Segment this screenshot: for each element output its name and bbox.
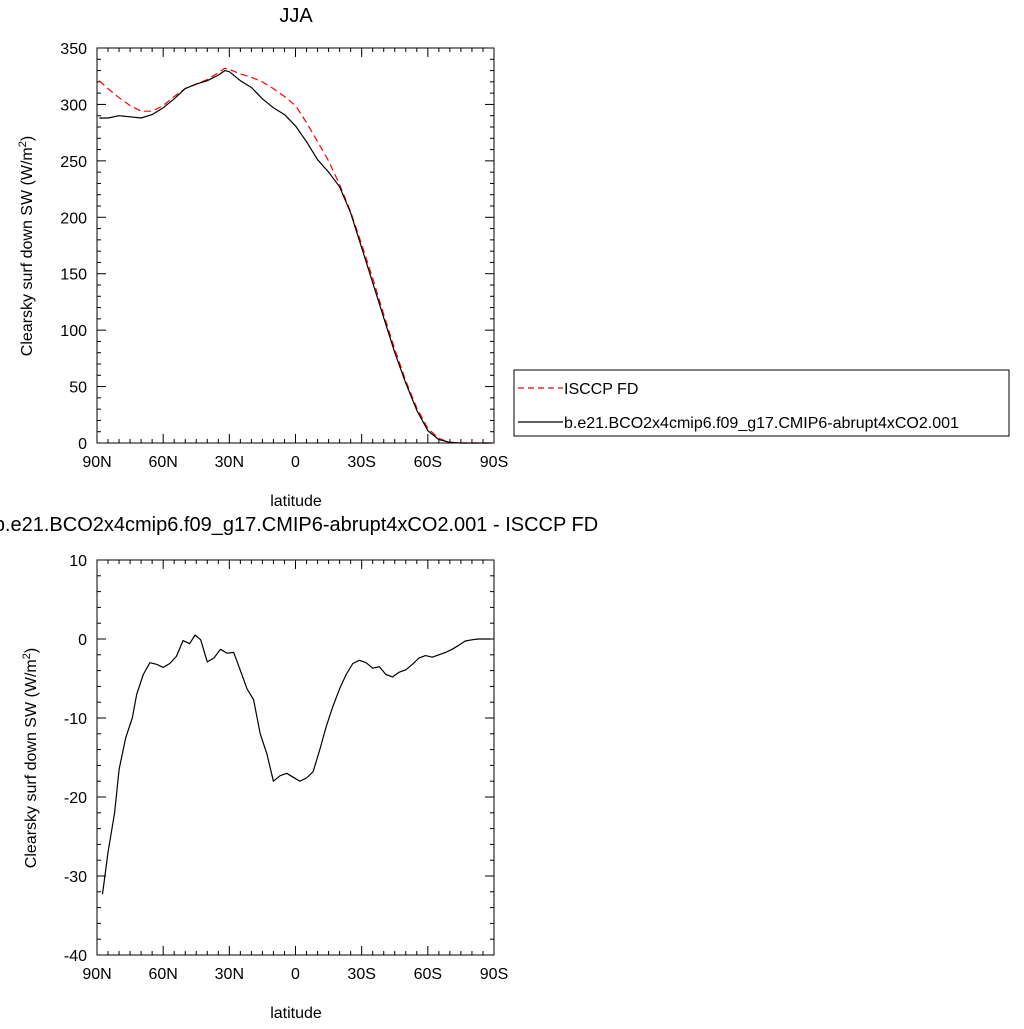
bottom-x-tick-label: 60S bbox=[414, 966, 442, 983]
bottom-plot-frame bbox=[96, 559, 495, 956]
bottom-x-tick-label: 90N bbox=[82, 966, 111, 983]
bottom-y-tick-label: -20 bbox=[64, 790, 87, 807]
top-y-tick-label: 350 bbox=[60, 41, 87, 58]
bottom-y-tick-label: -40 bbox=[64, 948, 87, 965]
bottom-chart-ticks: 90N 60N 30N 0 30S 60S 90S -40 -30 -20 -10 0 10 bbox=[64, 553, 508, 983]
top-y-axis-label: Clearsky surf down SW (W/m2) bbox=[17, 136, 36, 356]
bottom-x-tick-label: 60N bbox=[148, 966, 177, 983]
bottom-x-tick-label: 0 bbox=[291, 966, 300, 983]
top-y-tick-label: 150 bbox=[60, 267, 87, 284]
legend-label-model: b.e21.BCO2x4cmip6.f09_g17.CMIP6-abrupt4x… bbox=[564, 415, 959, 432]
top-x-tick-label: 30S bbox=[347, 454, 375, 471]
top-chart-ticks: 90N 60N 30N 0 30S 60S 90S 0 50 100 150 200 250 300 350 bbox=[60, 41, 508, 471]
bottom-chart-title: b.e21.BCO2x4cmip6.f09_g17.CMIP6-abrupt4x… bbox=[0, 514, 598, 536]
top-y-tick-label: 300 bbox=[60, 97, 87, 114]
top-x-tick-label: 60N bbox=[148, 454, 177, 471]
top-chart-series bbox=[98, 67, 492, 444]
top-y-tick-label: 0 bbox=[78, 436, 87, 453]
top-y-tick-label: 200 bbox=[60, 210, 87, 227]
bottom-x-axis-label: latitude bbox=[270, 1005, 322, 1022]
top-y-tick-label: 250 bbox=[60, 154, 87, 171]
legend-label-isccp: ISCCP FD bbox=[564, 381, 638, 398]
top-x-tick-label: 90S bbox=[480, 454, 508, 471]
bottom-y-tick-label: 0 bbox=[78, 632, 87, 649]
bottom-x-tick-label: 30N bbox=[215, 966, 244, 983]
top-chart: JJA 90N 60N 30N 0 30S 60S 90S 0 50 100 150 200 250 30… bbox=[17, 5, 508, 510]
top-x-axis-label: latitude bbox=[270, 493, 322, 510]
top-plot-frame bbox=[96, 47, 495, 444]
top-series-isccp-fd-line bbox=[98, 67, 492, 444]
top-y-tick-label: 100 bbox=[60, 323, 87, 340]
bottom-x-tick-label: 30S bbox=[347, 966, 375, 983]
top-x-tick-label: 30N bbox=[215, 454, 244, 471]
bottom-x-tick-label: 90S bbox=[480, 966, 508, 983]
top-x-tick-label: 90N bbox=[82, 454, 111, 471]
bottom-chart: b.e21.BCO2x4cmip6.f09_g17.CMIP6-abrupt4x… bbox=[0, 514, 598, 1022]
top-y-tick-label: 50 bbox=[69, 380, 87, 397]
bottom-y-axis-label: Clearsky surf down SW (W/m2) bbox=[21, 648, 40, 868]
top-x-tick-label: 60S bbox=[414, 454, 442, 471]
bottom-series-model-line bbox=[101, 634, 491, 895]
top-chart-title: JJA bbox=[279, 5, 313, 27]
bottom-chart-series bbox=[101, 634, 491, 895]
bottom-y-tick-label: -10 bbox=[64, 711, 87, 728]
bottom-y-tick-label: -30 bbox=[64, 869, 87, 886]
legend: ISCCP FD b.e21.BCO2x4cmip6.f09_g17.CMIP6… bbox=[513, 369, 1010, 437]
top-x-tick-label: 0 bbox=[291, 454, 300, 471]
legend-box bbox=[513, 369, 1010, 437]
top-series-model-line bbox=[99, 69, 492, 444]
bottom-y-tick-label: 10 bbox=[69, 553, 87, 570]
